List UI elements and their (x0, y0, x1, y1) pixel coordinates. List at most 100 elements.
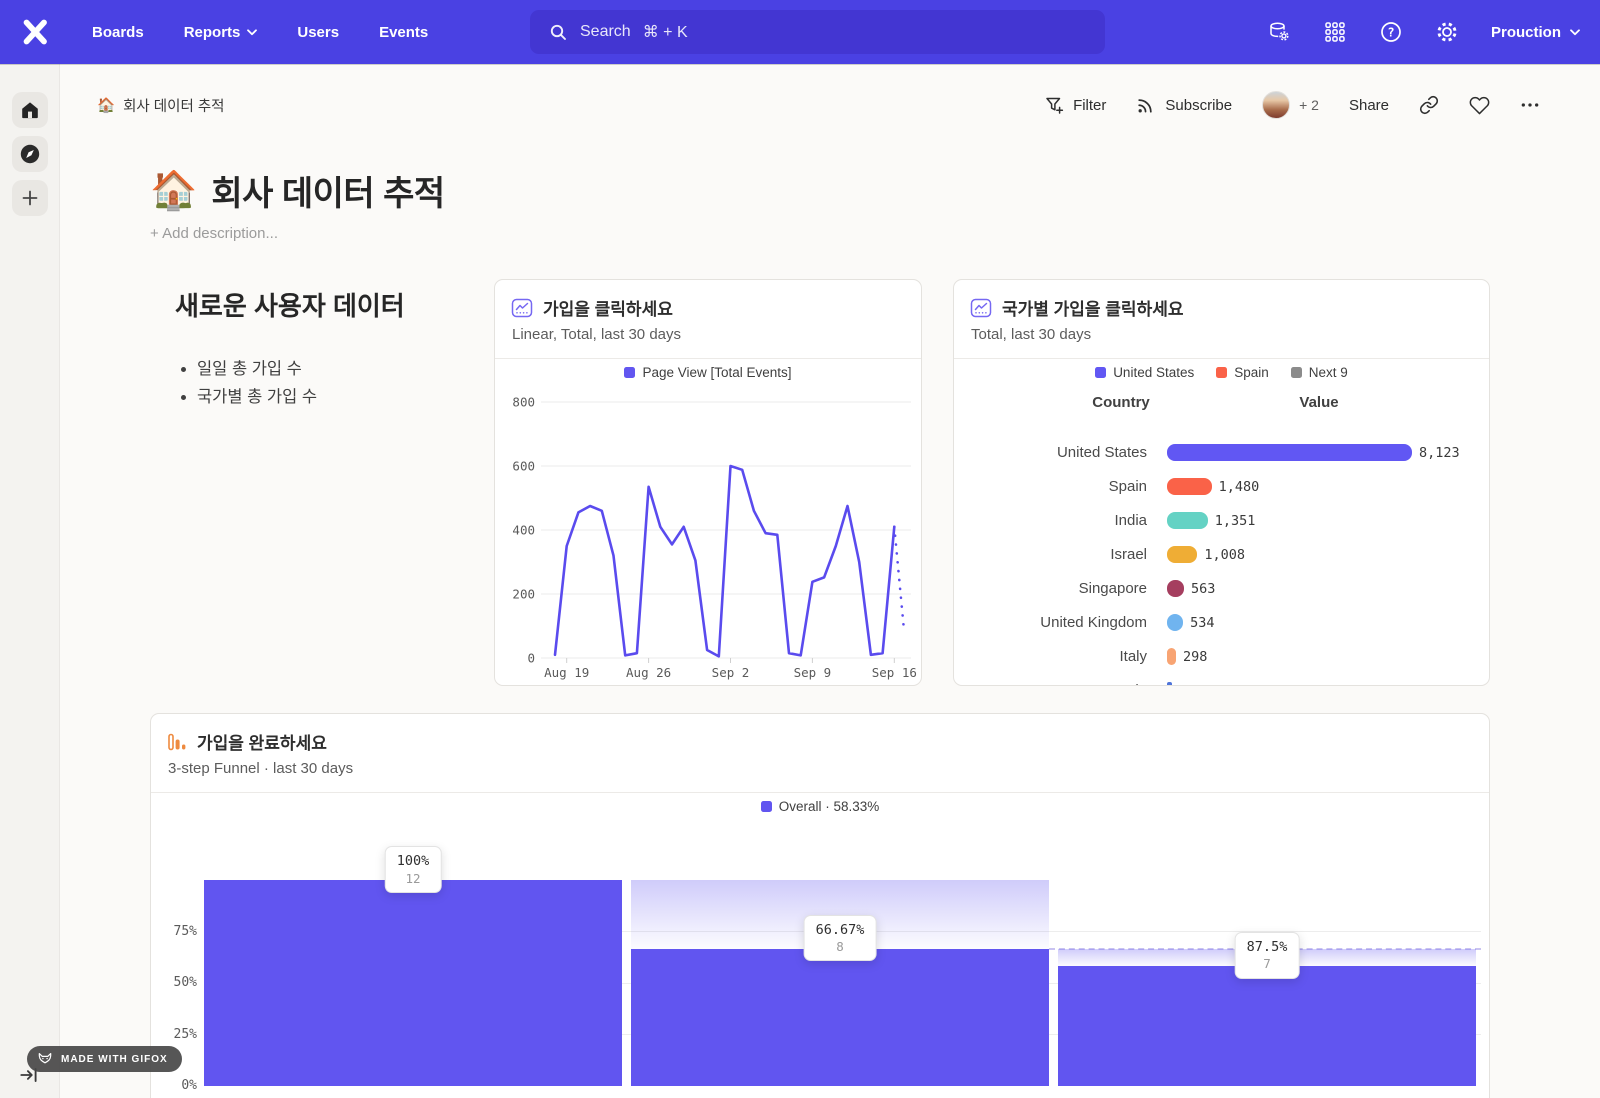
x-axis-tick-label: Sep 2 (712, 665, 750, 680)
bar-value: 1,351 (1214, 513, 1256, 529)
filter-funnel-icon (1046, 97, 1064, 114)
bar-value: 8,123 (1419, 445, 1460, 461)
column-header-country: Country (1092, 394, 1150, 411)
apps-grid-icon[interactable] (1323, 20, 1347, 44)
copy-link-icon[interactable] (1419, 95, 1439, 115)
compass-icon (20, 144, 40, 164)
nav-item-users[interactable]: Users (297, 24, 339, 41)
bar (1167, 614, 1184, 631)
chart-legend: United States Spain Next 9 (954, 365, 1489, 380)
legend-label: Spain (1234, 365, 1269, 380)
column-headers: Country Value (954, 394, 1489, 414)
board-header-row: 🏠 회사 데이터 추적 Filter Subscribe (60, 84, 1600, 126)
subscribe-button[interactable]: Subscribe (1136, 95, 1232, 115)
y-axis-tick-label: 400 (512, 523, 535, 538)
bar (1167, 682, 1172, 685)
legend-label: Overall · 58.33% (778, 799, 880, 814)
fox-icon (38, 1052, 52, 1063)
x-axis-tick-label: Sep 9 (794, 665, 832, 680)
project-switcher[interactable]: Prouction (1491, 24, 1580, 41)
bar-row-label: Spain (1108, 478, 1147, 495)
board-toolbar: Filter Subscribe + 2 Share (1044, 84, 1540, 126)
board-breadcrumb-title: 회사 데이터 추적 (123, 98, 225, 115)
nav-item-label: Boards (92, 23, 144, 41)
data-management-icon[interactable] (1267, 20, 1291, 44)
x-axis-tick-label: Aug 19 (544, 665, 589, 680)
share-button[interactable]: Share (1349, 97, 1389, 114)
chart-legend: Page View [Total Events] (495, 365, 921, 380)
column-header-value: Value (1299, 394, 1339, 411)
search-placeholder: Search (580, 23, 631, 40)
project-name: Prouction (1491, 23, 1561, 41)
legend-item[interactable]: Page View [Total Events] (624, 365, 792, 380)
chart-legend: Overall · 58.33% (151, 799, 1489, 814)
nav-item-label: Reports (183, 23, 241, 41)
help-icon[interactable]: ? (1379, 20, 1403, 44)
nav-item-events[interactable]: Events (379, 24, 428, 41)
line-series (553, 464, 896, 658)
left-rail (0, 64, 60, 1098)
share-label: Share (1348, 96, 1389, 114)
text-card-heading: 새로운 사용자 데이터 (175, 291, 405, 321)
bar-value: 1,008 (1204, 547, 1246, 563)
home-button[interactable] (12, 92, 48, 128)
legend-label: Next 9 (1308, 365, 1348, 380)
divider (151, 792, 1489, 793)
filter-button[interactable]: Filter (1044, 95, 1106, 115)
conversion-percent: 87.5% (1246, 938, 1288, 955)
bar-value: 534 (1190, 615, 1215, 631)
favorite-heart-icon[interactable] (1469, 95, 1490, 116)
bar-chart-icon (970, 298, 992, 317)
nav-menu: Boards Reports Users Events (92, 24, 428, 41)
legend-item[interactable]: Next 9 (1290, 365, 1348, 380)
svg-text:?: ? (1387, 25, 1394, 39)
search-shortcut: ⌘ + K (642, 24, 688, 41)
bar-value: 563 (1190, 581, 1216, 597)
settings-gear-icon[interactable] (1435, 20, 1459, 44)
mixpanel-logo-icon[interactable] (18, 15, 52, 49)
divider (954, 358, 1489, 359)
bar-value: 298 (1182, 649, 1208, 665)
legend-item[interactable]: Overall · 58.33% (760, 799, 880, 814)
y-axis-tick-label: 0 (527, 651, 535, 666)
more-options-icon[interactable] (1520, 95, 1540, 115)
funnel-step-tooltip: 66.67% 8 (803, 914, 877, 962)
line-series-projection (893, 525, 905, 628)
legend-label: Page View [Total Events] (642, 365, 792, 380)
card-title[interactable]: 가입을 완료하세요 (197, 734, 327, 753)
nav-right-cluster: ? Prouction (1267, 0, 1580, 64)
card-header: 가입을 완료하세요 (167, 729, 327, 754)
y-axis-tick-label: 600 (512, 459, 535, 474)
card-title[interactable]: 가입을 클릭하세요 (543, 300, 673, 319)
divider (495, 358, 921, 359)
legend-item[interactable]: United States (1095, 365, 1194, 380)
conversion-count: 7 (1263, 956, 1271, 972)
bar-row-label: United Kingdom (1040, 614, 1147, 631)
filter-label: Filter (1073, 96, 1107, 114)
search-input[interactable]: Search ⌘ + K (530, 10, 1105, 54)
board-members[interactable]: + 2 (1262, 91, 1319, 119)
discover-button[interactable] (12, 136, 48, 172)
add-description-button[interactable]: + Add description... (150, 225, 278, 242)
card-subtitle: 3-step Funnel · last 30 days (168, 760, 354, 777)
funnel-chart-card: 가입을 완료하세요 3-step Funnel · last 30 days O… (150, 713, 1490, 1098)
line-chart-plot: 0 200 400 600 800 Aug 19 Aug 26 Sep 2 Sep 9 Sep 1… (512, 395, 916, 681)
avatar[interactable] (1262, 91, 1291, 119)
y-axis-tick-label: 200 (512, 587, 535, 602)
card-title[interactable]: 국가별 가입을 클릭하세요 (1002, 300, 1184, 319)
text-card: 새로운 사용자 데이터 일일 총 가입 수 국가별 총 가입 수 (175, 286, 475, 411)
nav-item-boards[interactable]: Boards (92, 24, 144, 41)
board-emoji: 🏠 (97, 97, 116, 114)
nav-item-reports[interactable]: Reports (184, 24, 258, 41)
legend-label: United States (1113, 365, 1195, 380)
funnel-plot: 0% 25% 50% 75% 100% 12 66.67% 8 87.5% 7 (151, 714, 1489, 1098)
home-icon (22, 102, 38, 119)
bar (1167, 546, 1198, 563)
legend-item[interactable]: Spain (1216, 365, 1269, 380)
add-board-button[interactable] (12, 180, 48, 216)
rss-icon (1138, 99, 1153, 113)
page-title-emoji: 🏠 (150, 169, 198, 212)
conversion-count: 12 (405, 870, 421, 886)
chevron-down-icon (1570, 28, 1580, 35)
